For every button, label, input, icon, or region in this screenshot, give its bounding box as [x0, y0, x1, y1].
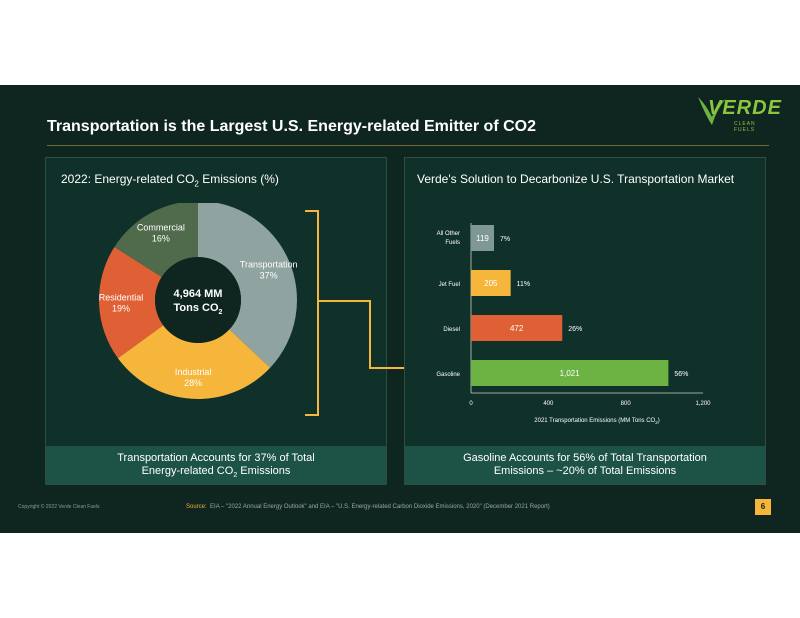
bar-value-2: 472: [510, 324, 524, 333]
pie-label-commercial: Commercial: [137, 223, 185, 233]
bar-chart: 119 7% All Other Fuels 205 11% Jet Fuel 472 26% D…: [436, 223, 711, 425]
logo-subtitle: CLEAN FUELS: [734, 121, 756, 133]
bar-2: [471, 315, 563, 341]
bar-tick-0: 0: [469, 401, 473, 407]
pie-slice-transportation: [198, 203, 297, 368]
verde-logo: VERDE CLEAN FUELS: [690, 93, 781, 133]
bar-category-0: All Other Fuels: [437, 231, 460, 246]
bar-x-axis-label: 2021 Transportation Emissions (MM Tons C…: [534, 418, 659, 425]
bar-share-1: 11%: [517, 281, 531, 288]
bar-tick-2: 800: [621, 401, 632, 407]
pie-value-industrial: 28%: [184, 378, 202, 388]
bar-1: [471, 270, 511, 296]
bar-share-0: 7%: [500, 236, 510, 243]
bar-share-2: 26%: [568, 326, 582, 333]
pie-center: [155, 257, 241, 343]
bar-share-3: 56%: [674, 371, 688, 378]
left-caption: Transportation Accounts for 37% of Total…: [46, 446, 386, 484]
right-caption: Gasoline Accounts for 56% of Total Trans…: [405, 446, 765, 484]
bar-0: [471, 225, 495, 251]
bar-category-2: Diesel: [443, 327, 460, 333]
bar-tick-1: 400: [543, 401, 554, 407]
bar-value-1: 205: [484, 279, 498, 288]
leaf-icon: [698, 97, 726, 125]
slide: Transportation is the Largest U.S. Energ…: [0, 85, 800, 533]
pie-value-residential: 19%: [112, 303, 130, 313]
pie-value-transportation: 37%: [260, 270, 278, 280]
slide-title: Transportation is the Largest U.S. Energ…: [47, 118, 536, 135]
bar-tick-3: 1,200: [695, 401, 711, 407]
bar-category-3: Gasoline: [436, 372, 460, 378]
bar-value-3: 1,021: [560, 369, 581, 378]
pie-chart-heading: 2022: Energy-related CO2 Emissions (%): [61, 172, 279, 189]
bar-category-1: Jet Fuel: [439, 282, 460, 288]
pie-label-residential: Residential: [99, 292, 144, 302]
pie-slice-commercial: [114, 203, 198, 277]
pie-center-total: 4,964 MM: [174, 288, 223, 300]
left-panel: 2022: Energy-related CO2 Emissions (%) T…: [45, 157, 387, 485]
bar-3: [471, 360, 669, 386]
copyright-text: Copyright © 2022 Verde Clean Fuels: [18, 504, 100, 510]
logo-name: VERDE: [708, 97, 782, 119]
page-number: 6: [755, 499, 771, 515]
pie-label-transportation: Transportation: [240, 259, 298, 269]
pie-value-commercial: 16%: [152, 234, 170, 244]
bar-chart-heading: Verde's Solution to Decarbonize U.S. Tra…: [417, 172, 735, 186]
pie-label-industrial: Industrial: [175, 367, 212, 377]
bar-value-0: 119: [476, 234, 489, 243]
pie-center-unit: Tons CO2: [174, 302, 223, 316]
pie-slice-residential: [99, 246, 164, 359]
pie-slice-industrial: [117, 325, 271, 399]
title-divider: [47, 145, 769, 146]
right-panel: Verde's Solution to Decarbonize U.S. Tra…: [404, 157, 766, 485]
source-note: Source: EIA – "2022 Annual Energy Outloo…: [186, 504, 550, 510]
